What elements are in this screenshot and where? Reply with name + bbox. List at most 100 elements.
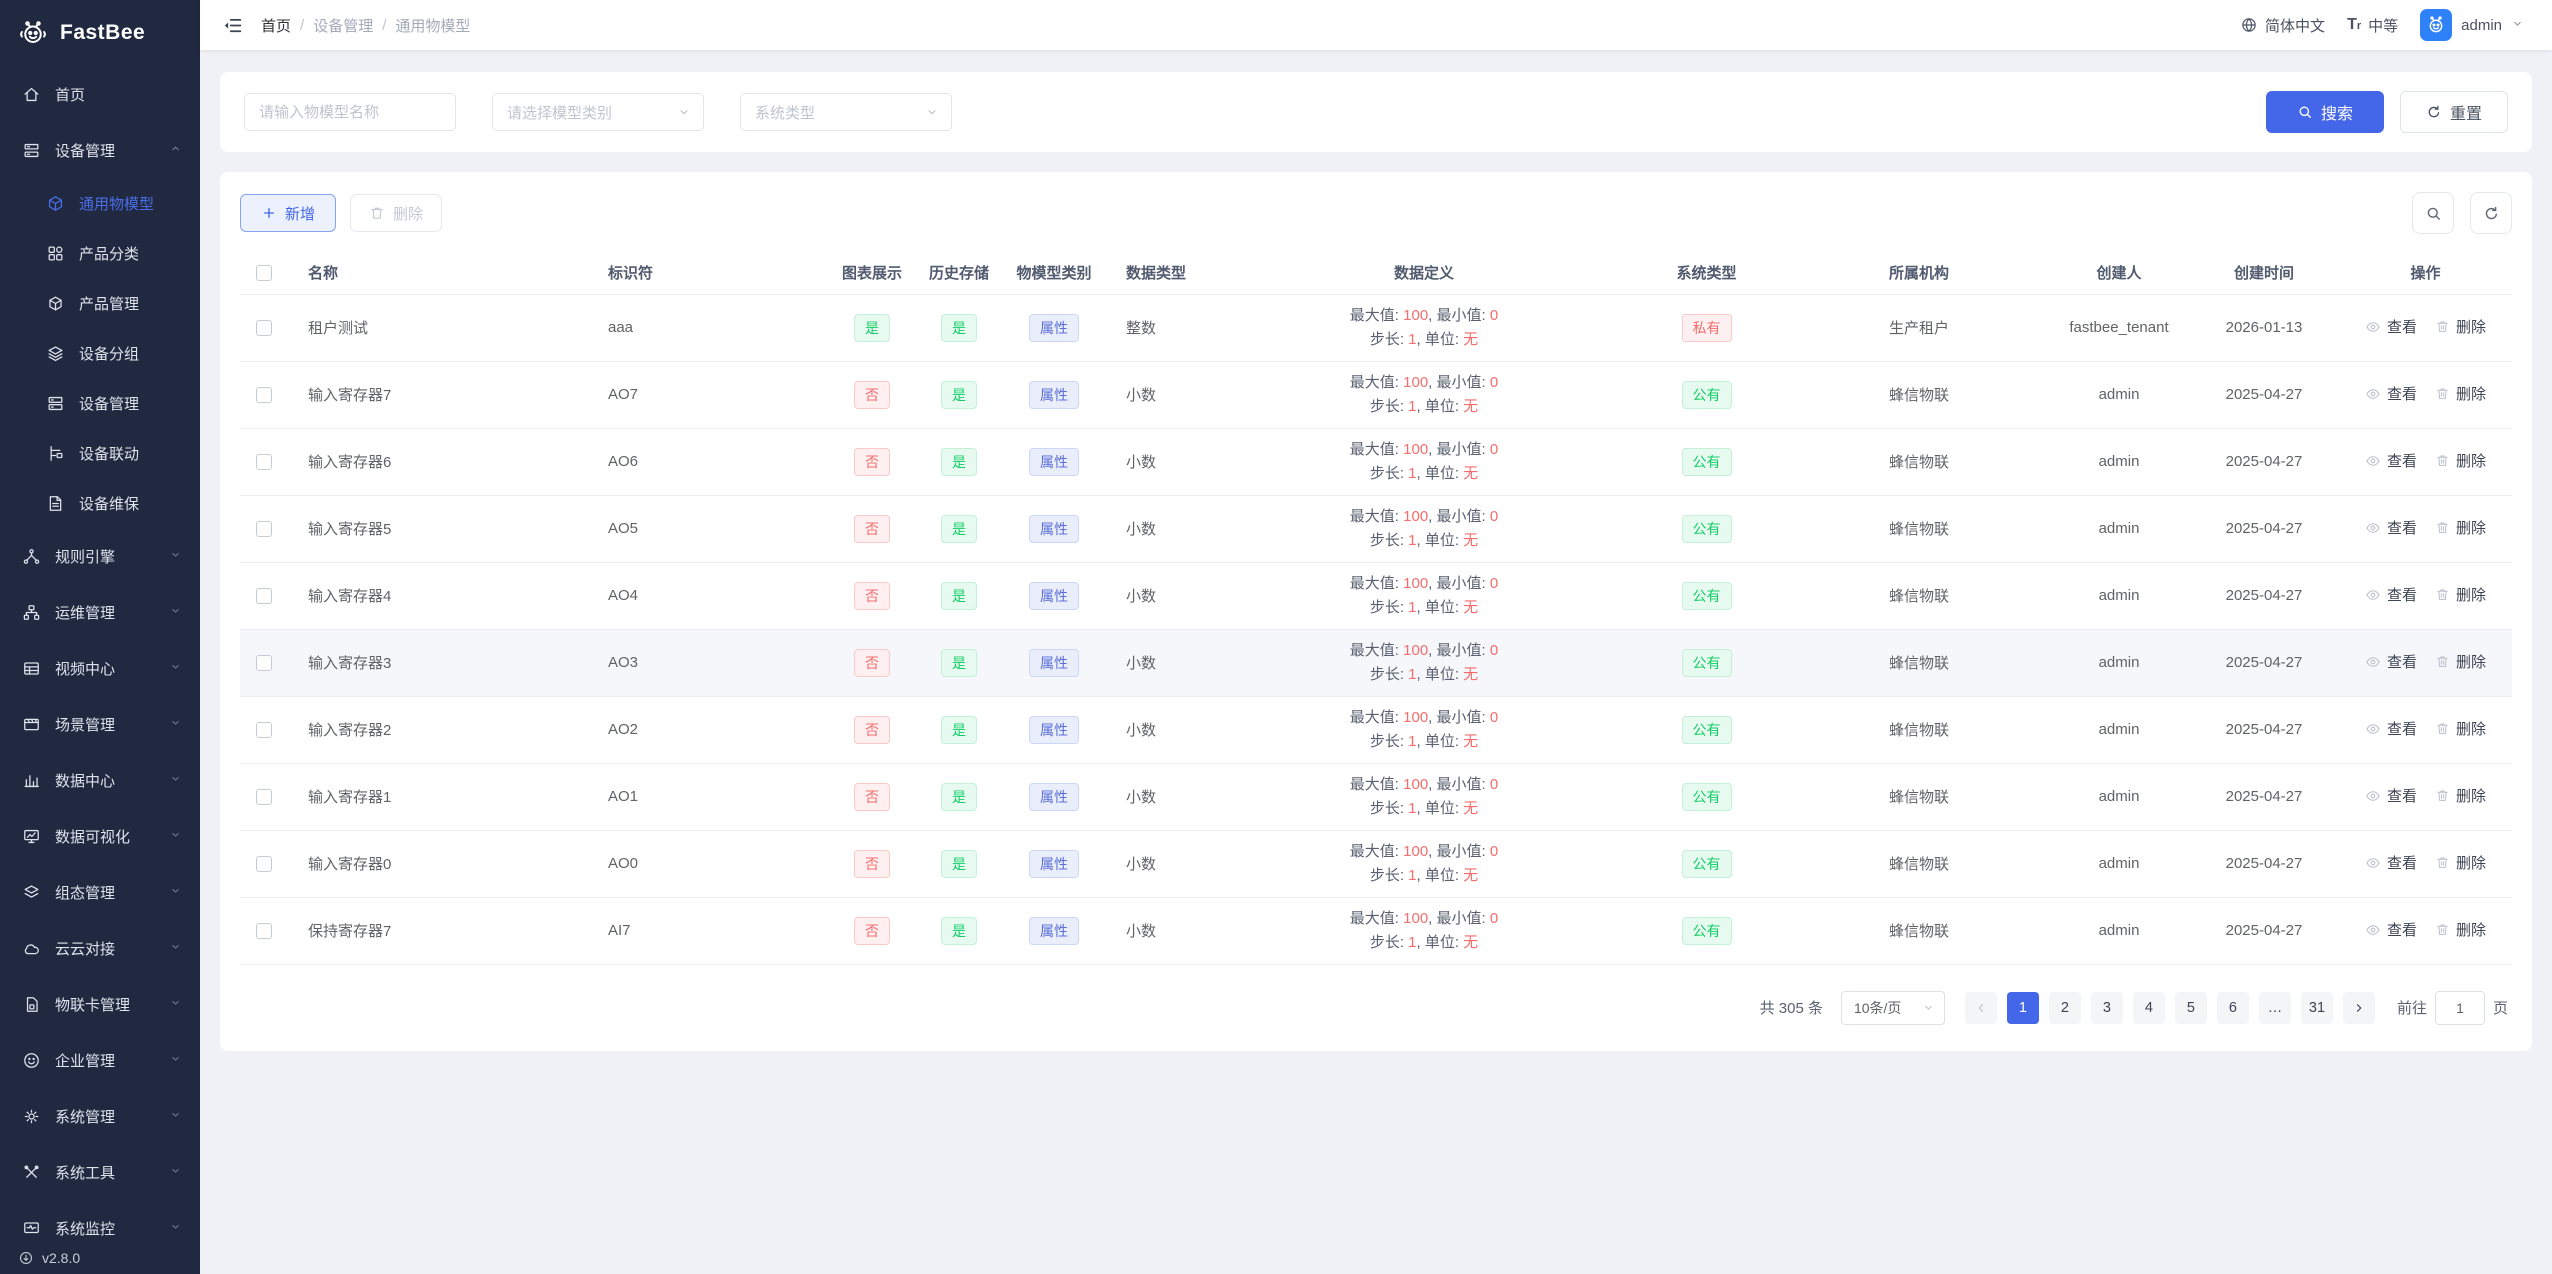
sidebar-item-3[interactable]: 运维管理: [0, 584, 200, 640]
delete-action[interactable]: 删除: [2435, 651, 2486, 672]
sidebar-subitem-label: 设备管理: [79, 395, 140, 413]
sidebar-item-13[interactable]: 系统工具: [0, 1144, 200, 1200]
view-action[interactable]: 查看: [2365, 517, 2417, 538]
sidebar-subitem-1-1[interactable]: 产品分类: [0, 228, 200, 278]
delete-action[interactable]: 删除: [2435, 383, 2486, 404]
cell-datatype: 小数: [1106, 696, 1224, 764]
cell-created: 2025-04-27: [2189, 562, 2339, 630]
next-page-button[interactable]: [2342, 991, 2375, 1024]
row-checkbox[interactable]: [256, 722, 272, 739]
sidebar-item-14[interactable]: 系统监控: [0, 1200, 200, 1256]
search-button[interactable]: 搜索: [2266, 91, 2384, 133]
sidebar-subitem-1-2[interactable]: 产品管理: [0, 278, 200, 328]
view-action[interactable]: 查看: [2365, 718, 2417, 739]
refresh-table-button[interactable]: [2470, 192, 2512, 234]
row-checkbox[interactable]: [256, 387, 272, 404]
sidebar-item-10[interactable]: 物联卡管理: [0, 976, 200, 1032]
sidebar-collapse-icon[interactable]: [222, 15, 243, 36]
delete-action[interactable]: 删除: [2435, 316, 2486, 337]
sidebar-subitem-1-3[interactable]: 设备分组: [0, 328, 200, 378]
page-button-5[interactable]: 5: [2174, 991, 2207, 1024]
row-checkbox[interactable]: [256, 923, 272, 940]
goto-label: 前往: [2396, 1000, 2427, 1017]
sidebar-item-8[interactable]: 组态管理: [0, 864, 200, 920]
delete-action[interactable]: 删除: [2435, 852, 2486, 873]
sidebar-subitem-1-0[interactable]: 通用物模型: [0, 178, 200, 228]
sidebar-subitem-1-6[interactable]: 设备维保: [0, 478, 200, 528]
sidebar-item-7[interactable]: 数据可视化: [0, 808, 200, 864]
page-button-1[interactable]: 1: [2006, 991, 2039, 1024]
view-action[interactable]: 查看: [2365, 450, 2417, 471]
page-button-31[interactable]: 31: [2300, 991, 2333, 1024]
sidebar-item-5[interactable]: 场景管理: [0, 696, 200, 752]
cell-name: 输入寄存器7: [288, 361, 588, 429]
page-button-4[interactable]: 4: [2132, 991, 2165, 1024]
row-checkbox[interactable]: [256, 454, 272, 471]
model-category-select[interactable]: 请选择模型类别: [492, 93, 704, 131]
view-action[interactable]: 查看: [2365, 852, 2417, 873]
chart-display-tag: 是: [854, 313, 890, 342]
breadcrumb-item-0[interactable]: 首页: [261, 17, 292, 35]
row-checkbox[interactable]: [256, 655, 272, 672]
sidebar-item-12[interactable]: 系统管理: [0, 1088, 200, 1144]
view-action[interactable]: 查看: [2365, 785, 2417, 806]
grid-icon: [48, 246, 63, 260]
sidebar-item-6[interactable]: 数据中心: [0, 752, 200, 808]
model-category-tag: 属性: [1029, 715, 1079, 744]
page-button-2[interactable]: 2: [2048, 991, 2081, 1024]
user-menu[interactable]: admin: [2420, 9, 2524, 41]
model-name-input[interactable]: [244, 93, 456, 131]
sidebar-item-0[interactable]: 首页: [0, 66, 200, 122]
sidebar-subitem-1-4[interactable]: 设备管理: [0, 378, 200, 428]
delete-action[interactable]: 删除: [2435, 718, 2486, 739]
language-switch[interactable]: 简体中文: [2240, 15, 2325, 36]
view-action[interactable]: 查看: [2365, 919, 2417, 940]
view-action[interactable]: 查看: [2365, 383, 2417, 404]
delete-action[interactable]: 删除: [2435, 584, 2486, 605]
row-checkbox[interactable]: [256, 320, 272, 337]
page-button-6[interactable]: 6: [2216, 991, 2249, 1024]
delete-action[interactable]: 删除: [2435, 785, 2486, 806]
sidebar-item-2[interactable]: 规则引擎: [0, 528, 200, 584]
page-size-select[interactable]: 10条/页: [1840, 990, 1945, 1025]
sidebar-item-9[interactable]: 云云对接: [0, 920, 200, 976]
table-row-4: 输入寄存器4 AO4 否 是 属性 小数 最大值: 100, 最小值: 0 步长: 1, 单位…: [240, 562, 2512, 630]
select-all-checkbox[interactable]: [256, 265, 272, 282]
toggle-search-button[interactable]: [2412, 192, 2454, 234]
row-checkbox[interactable]: [256, 789, 272, 806]
view-action[interactable]: 查看: [2365, 584, 2417, 605]
delete-button[interactable]: 删除: [350, 194, 442, 232]
cell-name: 输入寄存器5: [288, 495, 588, 563]
sidebar-item-1[interactable]: 设备管理: [0, 122, 200, 178]
sidebar-item-4[interactable]: 视频中心: [0, 640, 200, 696]
trash-icon: [2437, 857, 2448, 869]
delete-action[interactable]: 删除: [2435, 919, 2486, 940]
sidebar-item-label: 系统监控: [55, 1220, 116, 1238]
delete-action-label: 删除: [2456, 453, 2487, 471]
view-action-label: 查看: [2386, 855, 2417, 873]
sidebar-item-11[interactable]: 企业管理: [0, 1032, 200, 1088]
font-size-switch[interactable]: Tr 中等: [2347, 15, 2398, 36]
system-type-select[interactable]: 系统类型: [740, 93, 952, 131]
brand-logo[interactable]: FastBee: [0, 0, 200, 66]
delete-action-label: 删除: [2456, 319, 2487, 337]
delete-action[interactable]: 删除: [2435, 450, 2486, 471]
chevron: [172, 146, 179, 150]
sidebar-subitem-1-5[interactable]: 设备联动: [0, 428, 200, 478]
chart-display-tag: 否: [854, 648, 890, 677]
prev-page-button[interactable]: [1964, 991, 1997, 1024]
system-type-tag: 公有: [1681, 648, 1732, 677]
row-checkbox[interactable]: [256, 521, 272, 538]
add-button[interactable]: 新增: [240, 194, 336, 232]
delete-action[interactable]: 删除: [2435, 517, 2486, 538]
eye-icon: [2366, 857, 2380, 868]
page-button-3[interactable]: 3: [2090, 991, 2123, 1024]
goto-page-input[interactable]: [2434, 990, 2485, 1025]
reset-button[interactable]: 重置: [2400, 91, 2508, 133]
view-action[interactable]: 查看: [2365, 651, 2417, 672]
view-action[interactable]: 查看: [2365, 316, 2417, 337]
row-checkbox[interactable]: [256, 588, 272, 605]
row-checkbox[interactable]: [256, 856, 272, 873]
pagination: 共 305 条 10条/页 1 2 3 4 5 6 … 31 前往: [240, 990, 2512, 1025]
